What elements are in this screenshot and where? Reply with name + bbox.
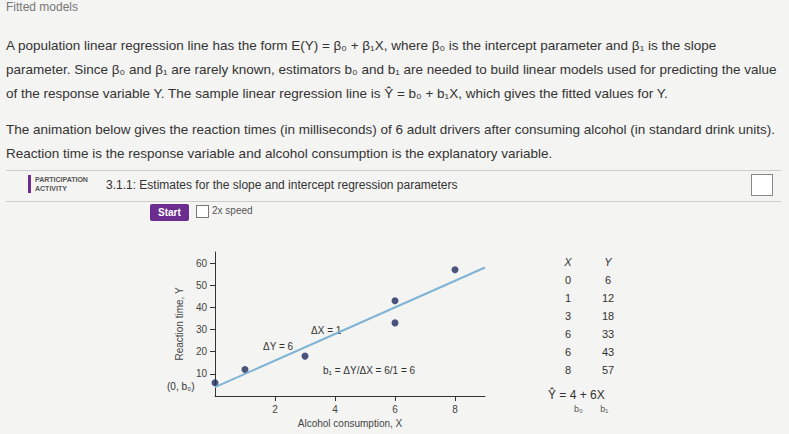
html-text:3: 3 [564, 310, 572, 322]
svg-text:ΔX = 1: ΔX = 1 [311, 325, 342, 336]
html-text:6: 6 [564, 328, 572, 340]
svg-text:60: 60 [196, 258, 208, 269]
svg-text:6: 6 [392, 404, 398, 415]
html-text:X: X [564, 256, 572, 268]
html-text:The animation below gives the: The animation below gives the reaction t… [6, 122, 776, 161]
html-text:6: 6 [564, 346, 572, 358]
svg-text:40: 40 [196, 302, 208, 313]
html-text:57: 57 [601, 364, 615, 376]
html-text:12: 12 [601, 292, 615, 304]
svg-text:20: 20 [196, 346, 208, 357]
html-text:18: 18 [601, 310, 615, 322]
svg-text:ΔY = 6: ΔY = 6 [263, 341, 294, 352]
html-text:b₀ b₁: b₀ b₁ [574, 404, 609, 414]
svg-text:2: 2 [272, 404, 278, 415]
html-text:2x speed: 2x speed [212, 205, 253, 216]
svg-text:4: 4 [332, 404, 338, 415]
svg-text:30: 30 [196, 324, 208, 335]
svg-text:(0, b₀): (0, b₀) [167, 381, 195, 392]
html-text:3.1.1: Estimates for the slope: 3.1.1: Estimates for the slope and inter… [106, 178, 458, 192]
svg-text:Reaction time, Y: Reaction time, Y [174, 287, 185, 361]
svg-text:8: 8 [452, 404, 458, 415]
html-text:8: 8 [564, 364, 572, 376]
html-text:Fitted models: Fitted models [6, 0, 78, 14]
html-text:Start: Start [158, 207, 181, 218]
html-text:6: 6 [604, 274, 612, 286]
html-text:Y: Y [604, 256, 612, 268]
html-text:1: 1 [564, 292, 572, 304]
html-text:0: 0 [564, 274, 572, 286]
svg-text:b₁ = ΔY/ΔX = 6/1 = 6: b₁ = ΔY/ΔX = 6/1 = 6 [323, 365, 416, 376]
svg-text:10: 10 [196, 368, 208, 379]
html-text:PARTICIPATION ACTIVITY: PARTICIPATION ACTIVITY [35, 176, 88, 192]
svg-text:Alcohol consumption, X: Alcohol consumption, X [298, 418, 403, 429]
html-text:A population linear regression: A population linear regression line has … [6, 38, 777, 101]
svg-text:50: 50 [196, 280, 208, 291]
html-text:33: 33 [601, 328, 615, 340]
html-text:43: 43 [601, 346, 615, 358]
html-text:Ŷ = 4 + 6X: Ŷ = 4 + 6X [548, 388, 605, 402]
